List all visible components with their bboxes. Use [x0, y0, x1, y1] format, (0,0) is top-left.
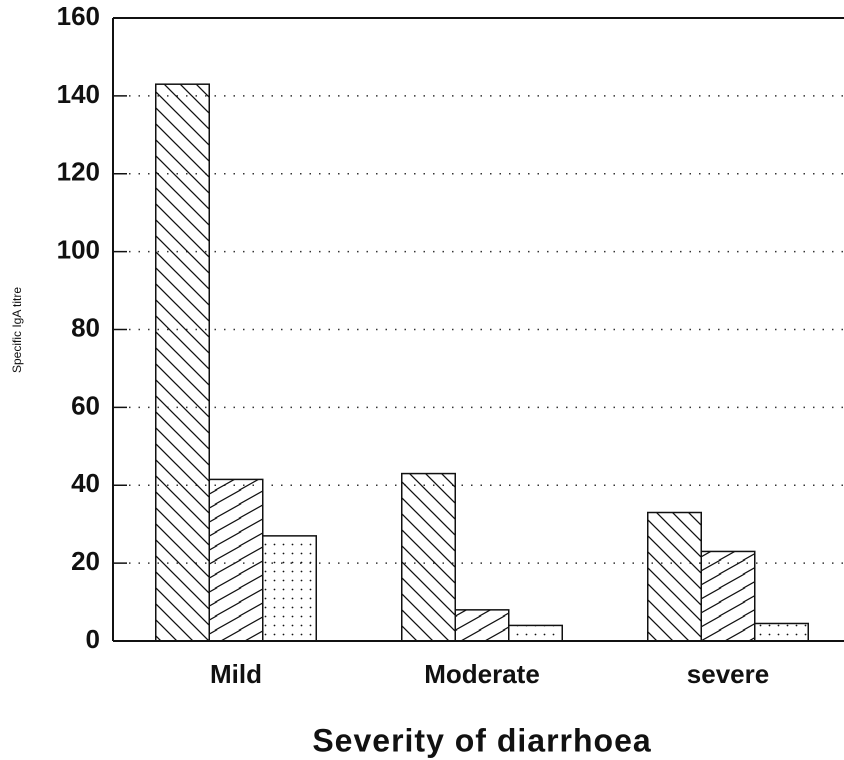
- bar: [208, 478, 264, 642]
- x-tick-label: Mild: [210, 659, 262, 689]
- y-axis-title: Specific IgA titre: [10, 287, 24, 373]
- y-tick-label: 40: [71, 468, 100, 498]
- y-tick-label: 0: [86, 624, 100, 654]
- bar: [262, 535, 317, 642]
- plot-area: 0 20 40 60 80 100 120 140 160 Mild Moderate severe: [57, 1, 844, 689]
- y-tick-label: 60: [71, 390, 100, 420]
- x-tick-label: Moderate: [424, 659, 540, 689]
- y-tick-label: 120: [57, 157, 100, 187]
- bar: [647, 511, 702, 642]
- x-tick-label: severe: [687, 659, 769, 689]
- y-tick-label: 160: [57, 1, 100, 31]
- bar: [155, 83, 210, 642]
- bar: [754, 622, 809, 642]
- bar: [700, 550, 756, 642]
- y-tick-label: 100: [57, 235, 100, 265]
- y-tick-label: 20: [71, 546, 100, 576]
- bar: [454, 609, 510, 642]
- y-tick-label: 80: [71, 312, 100, 342]
- bar: [401, 472, 456, 642]
- bar: [508, 624, 563, 642]
- y-tick-label: 140: [57, 79, 100, 109]
- x-axis-title: Severity of diarrhoea: [312, 722, 651, 758]
